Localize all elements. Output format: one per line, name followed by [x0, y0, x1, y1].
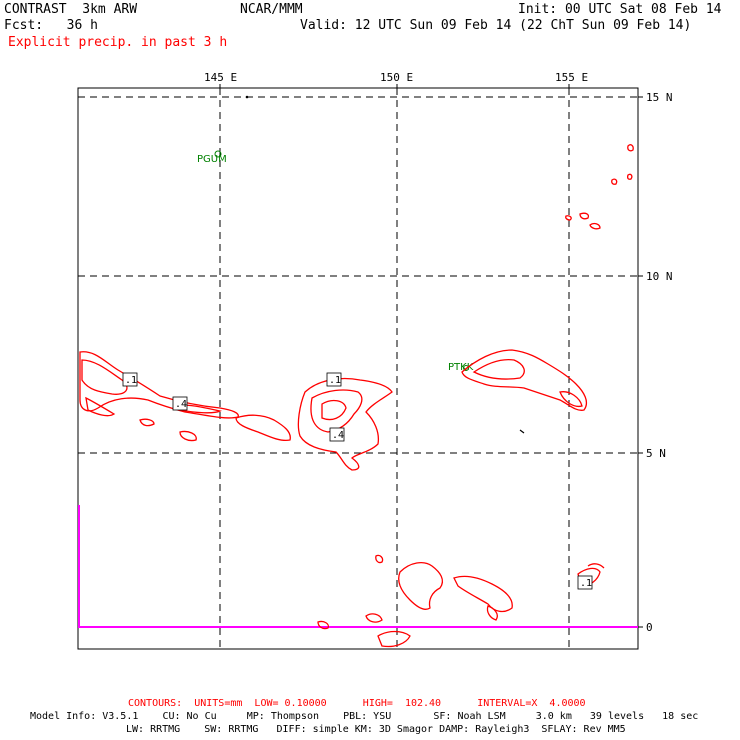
- lon-label-155: 155 E: [555, 71, 588, 84]
- contour-east-cluster-outer: [461, 349, 588, 411]
- contour-west-band-inner: [81, 359, 128, 395]
- svg-text:.1: .1: [329, 375, 341, 386]
- axis-ticks: [219, 84, 643, 628]
- valid-time: Valid: 12 UTC Sun 09 Feb 14 (22 ChT Sun …: [300, 18, 692, 33]
- speck-b: [519, 429, 525, 434]
- lat-label-15n: 15 N: [646, 91, 673, 104]
- station-label-ptkk: PTKK: [448, 362, 474, 373]
- station-marker-pgum: [214, 150, 222, 158]
- lon-label-145: 145 E: [204, 71, 237, 84]
- lat-label-5n: 5 N: [646, 447, 666, 460]
- svg-text:.4: .4: [332, 430, 344, 441]
- graticule: [78, 88, 638, 649]
- contour-ne-c: [626, 173, 633, 180]
- precip-contours: [79, 144, 634, 648]
- contour-east-cell: [559, 391, 583, 408]
- contour-label-2: .4: [172, 396, 188, 411]
- org-label: NCAR/MMM: [240, 2, 303, 17]
- contour-info: CONTOURS: UNITS=mm LOW= 0.10000 HIGH= 10…: [128, 698, 586, 709]
- station-marker-ptkk: [463, 365, 469, 371]
- svg-text:.1: .1: [580, 578, 592, 589]
- contour-west-cell: [85, 396, 116, 417]
- contour-se-arc: [587, 563, 605, 569]
- lat-label-10n: 10 N: [646, 270, 673, 283]
- contour-ne-f: [589, 222, 601, 230]
- contour-south-cluster-b: [453, 575, 513, 613]
- contour-ne-d: [579, 212, 590, 220]
- field-title: Explicit precip. in past 3 h: [8, 35, 228, 50]
- contour-central-cluster-mid: [310, 389, 363, 433]
- station-pgum: PGUM: [197, 150, 227, 165]
- contour-west-band-tail: [174, 404, 222, 414]
- model-title: CONTRAST 3km ARW: [4, 2, 138, 17]
- lon-label-150: 150 E: [380, 71, 413, 84]
- contour-south-cell-g: [377, 630, 411, 648]
- contour-central-cell: [235, 414, 291, 442]
- contour-south-cell-f: [317, 620, 330, 630]
- svg-text:.4: .4: [175, 399, 187, 410]
- contour-small-a: [139, 418, 155, 427]
- lat-label-0: 0: [646, 621, 653, 634]
- forecast-hour: Fcst: 36 h: [4, 18, 98, 33]
- contour-central-cluster-inner: [321, 399, 347, 421]
- init-time: Init: 00 UTC Sat 08 Feb 14: [518, 2, 722, 17]
- contour-south-cell-d: [375, 554, 384, 564]
- contour-label-3: .1: [326, 372, 342, 387]
- contour-east-cluster-inner: [472, 358, 525, 380]
- contour-ne-e: [565, 215, 572, 221]
- station-label-pgum: PGUM: [197, 154, 227, 165]
- map-frame: [77, 87, 639, 650]
- contour-ne-a: [627, 144, 634, 152]
- model-info-line1: Model Info: V3.5.1 CU: No Cu MP: Thompso…: [30, 711, 699, 722]
- svg-text:.1: .1: [125, 375, 137, 386]
- contour-small-b: [179, 430, 197, 442]
- contour-central-cluster-outer: [297, 377, 393, 471]
- contour-label-5: .1: [577, 575, 593, 590]
- contour-south-cell-c: [486, 605, 498, 621]
- station-ptkk: PTKK: [448, 362, 474, 373]
- contour-label-4: .4: [329, 427, 345, 442]
- contour-south-cell-e: [365, 613, 383, 623]
- contour-label-1: .1: [122, 372, 138, 387]
- speck-a: [245, 95, 249, 99]
- contour-ne-b: [611, 178, 618, 185]
- model-info-line2: LW: RRTMG SW: RRTMG DIFF: simple KM: 3D …: [126, 724, 626, 735]
- contour-south-cluster-a: [398, 561, 444, 610]
